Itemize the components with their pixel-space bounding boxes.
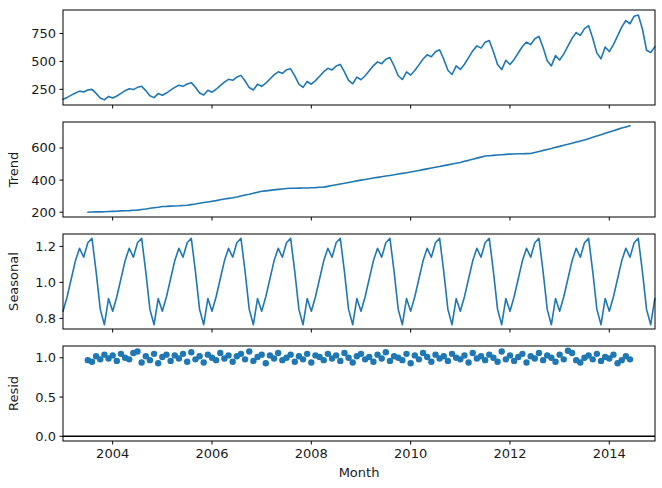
observed-border: [63, 10, 655, 105]
resid-point: [213, 357, 219, 363]
resid-point: [238, 351, 244, 357]
y-tick-label: 250: [31, 82, 56, 97]
y-tick-label: 500: [31, 54, 56, 69]
y-tick-label: 0.8: [35, 311, 56, 326]
resid-point: [155, 360, 161, 366]
resid-point: [428, 359, 434, 365]
x-tick-label: 2012: [493, 446, 526, 461]
resid-point: [134, 348, 140, 354]
resid-point: [350, 359, 356, 365]
y-tick-label: 200: [31, 205, 56, 220]
y-tick-label: 1.0: [35, 350, 56, 365]
resid-point: [242, 356, 248, 362]
resid-point: [163, 351, 169, 357]
seasonal-y-axis-label: Seasonal: [6, 252, 21, 311]
observed-line: [63, 15, 655, 100]
resid-point: [416, 356, 422, 362]
resid-point: [519, 351, 525, 357]
resid-point: [552, 359, 558, 365]
y-tick-label: 400: [31, 173, 56, 188]
resid-point: [358, 351, 364, 357]
resid-point: [407, 360, 413, 366]
resid-point: [378, 355, 384, 361]
resid-point: [225, 352, 231, 358]
resid-point: [465, 359, 471, 365]
x-tick-label: 2014: [593, 446, 626, 461]
resid-point: [337, 358, 343, 364]
resid-point: [333, 352, 339, 358]
trend-border: [63, 122, 655, 217]
resid-point: [399, 357, 405, 363]
resid-point: [126, 356, 132, 362]
resid-point: [532, 355, 538, 361]
resid-point: [184, 359, 190, 365]
resid-point: [370, 359, 376, 365]
resid-point: [151, 351, 157, 357]
resid-point: [494, 359, 500, 365]
x-tick-label: 2004: [96, 446, 129, 461]
resid-point: [201, 359, 207, 365]
y-tick-label: 1.2: [35, 239, 56, 254]
observed-panel: 250 500 750: [31, 10, 655, 109]
y-tick-label: 0.5: [35, 390, 56, 405]
resid-point: [89, 359, 95, 365]
resid-point: [217, 350, 223, 356]
y-tick-label: 1.0: [35, 275, 56, 290]
resid-point: [536, 350, 542, 356]
resid-point: [300, 356, 306, 362]
resid-point: [561, 356, 567, 362]
resid-point: [180, 351, 186, 357]
resid-point: [258, 351, 264, 357]
seasonal-line: [63, 238, 655, 324]
resid-point: [292, 359, 298, 365]
resid-point: [523, 359, 529, 365]
decomposition-figure: 250500750 200400600 0.81.01.2 2004200620…: [0, 0, 662, 488]
x-tick-label: 2006: [195, 446, 228, 461]
resid-panel: 2004 2006 2008 2010 2012 2014 0.0 0.5 1.0: [35, 346, 655, 461]
resid-point: [445, 358, 451, 364]
resid-point: [461, 352, 467, 358]
x-tick-label: 2010: [394, 446, 427, 461]
resid-point: [590, 356, 596, 362]
x-tick-label: 2008: [295, 446, 328, 461]
resid-point: [138, 359, 144, 365]
resid-point: [482, 357, 488, 363]
y-tick-label: 600: [31, 140, 56, 155]
resid-point: [275, 350, 281, 356]
trend-panel: 200 400 600: [31, 122, 655, 221]
resid-point: [246, 348, 252, 354]
resid-point: [147, 357, 153, 363]
resid-point: [304, 351, 310, 357]
resid-point: [263, 360, 269, 366]
resid-point: [321, 357, 327, 363]
resid-point: [569, 350, 575, 356]
y-tick-label: 0.0: [35, 429, 56, 444]
seasonal-panel: 0.8 1.0 1.2: [35, 234, 655, 333]
resid-point: [271, 355, 277, 361]
resid-point: [109, 352, 115, 358]
resid-point: [403, 351, 409, 357]
y-tick-label: 750: [31, 26, 56, 41]
resid-point: [196, 353, 202, 359]
trend-line: [88, 126, 630, 212]
resid-point: [229, 359, 235, 365]
resid-point: [188, 349, 194, 355]
resid-point: [627, 356, 633, 362]
resid-point: [610, 351, 616, 357]
figure-canvas: 250500750 200400600 0.81.01.2 2004200620…: [0, 0, 662, 488]
resid-point: [499, 348, 505, 354]
resid-point: [594, 351, 600, 357]
resid-point: [308, 359, 314, 365]
resid-point: [114, 358, 120, 364]
resid-point: [287, 351, 293, 357]
resid-point: [470, 350, 476, 356]
x-axis-label: Month: [339, 465, 380, 480]
resid-point: [383, 349, 389, 355]
trend-y-axis-label: Trend: [6, 152, 21, 189]
resid-y-axis-label: Resid: [6, 376, 21, 411]
resid-point: [167, 358, 173, 364]
resid-point: [507, 352, 513, 358]
